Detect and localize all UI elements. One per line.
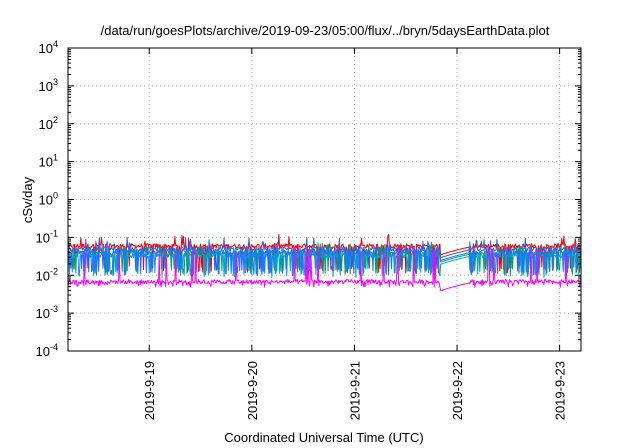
y-tick-label: 10-2 xyxy=(36,266,58,283)
y-tick-label: 10-4 xyxy=(36,342,58,359)
y-tick-label: 100 xyxy=(39,191,58,208)
y-tick-label: 10-3 xyxy=(36,304,58,321)
y-tick-label: 10-1 xyxy=(36,228,58,245)
x-axis-label: Coordinated Universal Time (UTC) xyxy=(224,430,423,445)
axis-ticks xyxy=(68,47,581,352)
series-line xyxy=(67,239,582,277)
x-tick-label: 2019-9-20 xyxy=(245,361,260,420)
y-tick-label: 102 xyxy=(39,115,58,132)
series-line xyxy=(67,246,582,292)
x-tick-label: 2019-9-21 xyxy=(347,361,362,420)
x-tick-labels: 2019-9-19 2019-9-20 2019-9-21 2019-9-22 2019… xyxy=(142,361,567,420)
series-line xyxy=(67,233,582,274)
series-layer xyxy=(67,233,582,292)
y-tick-labels: 10-4 10-3 10-2 10-1 100 101 102 103 104 xyxy=(36,39,58,359)
series-line xyxy=(67,242,582,278)
x-tick-label: 2019-9-22 xyxy=(450,361,465,420)
y-tick-label: 101 xyxy=(39,153,58,170)
y-tick-label: 103 xyxy=(39,77,58,94)
grid-lines xyxy=(68,48,581,351)
chart-title: /data/run/goesPlots/archive/2019-09-23/0… xyxy=(101,23,550,38)
y-axis-label: cSv/day xyxy=(20,176,35,223)
y-tick-label: 104 xyxy=(39,39,58,56)
x-tick-label: 2019-9-23 xyxy=(553,361,568,420)
x-tick-label: 2019-9-19 xyxy=(142,361,157,420)
